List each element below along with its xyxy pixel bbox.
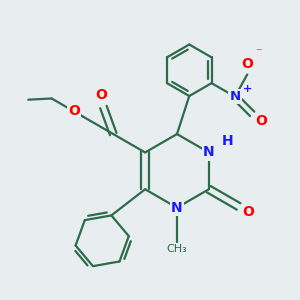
Text: N: N [171,201,183,215]
Text: O: O [241,56,253,70]
Text: O: O [255,114,267,128]
Text: N: N [203,146,215,160]
Text: O: O [68,104,80,118]
Text: +: + [243,84,252,94]
Text: H: H [222,134,234,148]
Text: O: O [95,88,107,102]
Text: N: N [230,90,241,103]
Text: CH₃: CH₃ [167,244,188,254]
Text: ⁻: ⁻ [255,46,262,59]
Text: O: O [242,205,254,219]
